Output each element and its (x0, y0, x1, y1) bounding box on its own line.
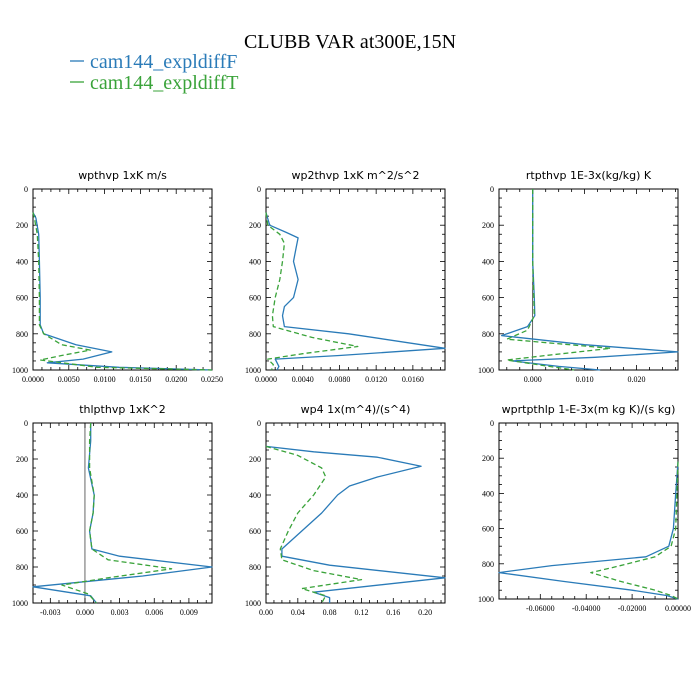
figure-title: CLUBB VAR at300E,15N (244, 31, 456, 53)
chart-panel-4: thlpthvp 1xK^2 0 200 400 600 800 1000 -0.003 0.0… (12, 403, 213, 617)
y-tick-label: 400 (482, 489, 494, 498)
x-tick-label: 0.12 (354, 608, 368, 617)
x-tick-label: 0.0000 (255, 375, 277, 384)
y-tick-label: 0 (490, 419, 494, 428)
x-tick-label: 0.000 (76, 608, 94, 617)
series-line-T (61, 422, 173, 604)
y-tick-label: 800 (249, 563, 261, 572)
x-tick-label: 0.0080 (328, 375, 350, 384)
x-tick-label: 0.0120 (365, 375, 387, 384)
series-line-T (32, 212, 213, 371)
x-tick-label: -0.04000 (572, 604, 601, 613)
x-tick-label: 0.00000 (665, 604, 691, 613)
x-tick-label: 0.08 (323, 608, 337, 617)
y-tick-label: 800 (16, 330, 28, 339)
x-tick-label: 0.20 (418, 608, 432, 617)
y-tick-label: 1000 (478, 595, 494, 604)
plot-frame (265, 188, 446, 371)
x-tick-label: 0.0100 (94, 375, 116, 384)
y-tick-label: 0 (24, 185, 28, 194)
series-line-T (506, 189, 612, 371)
y-tick-label: 1000 (478, 366, 494, 375)
y-tick-label: 200 (249, 455, 261, 464)
y-tick-label: 200 (249, 221, 261, 230)
y-tick-label: 200 (16, 221, 28, 230)
y-tick-label: 1000 (245, 599, 261, 608)
panel-title: wprtpthlp 1-E-3x(m kg K)/(s kg) (502, 403, 676, 416)
y-tick-label: 200 (16, 455, 28, 464)
y-tick-label: 1000 (12, 599, 28, 608)
x-tick-label: 0.00 (259, 608, 273, 617)
y-tick-label: 1000 (245, 366, 261, 375)
x-tick-label: 0.006 (145, 608, 163, 617)
panel-title: wp4 1x(m^4)/(s^4) (301, 403, 411, 416)
x-tick-label: 0.003 (111, 608, 129, 617)
y-tick-label: 600 (482, 294, 494, 303)
plot-frame (498, 422, 679, 600)
x-tick-label: 0.010 (576, 375, 594, 384)
y-tick-label: 600 (249, 527, 261, 536)
y-tick-label: 600 (16, 294, 28, 303)
y-tick-label: 0 (24, 419, 28, 428)
y-tick-label: 600 (482, 525, 494, 534)
chart-panel-2: wp2thvp 1xK m^2/s^2020040060080010000.00… (245, 169, 446, 384)
panel-title: wpthvp 1xK m/s (78, 169, 167, 182)
series-line-F (265, 445, 446, 603)
chart-panel-6: wprtpthlp 1-E-3x(m kg K)/(s kg) 0 200 400 60… (478, 403, 691, 613)
y-tick-label: 600 (249, 294, 261, 303)
x-tick-label: 0.009 (180, 608, 198, 617)
chart-panel-3: rtpthvp 1E-3x(kg/kg) K 0 200 400 600 800 1000 0… (478, 169, 679, 384)
y-tick-label: 800 (482, 560, 494, 569)
panel-title: wp2thvp 1xK m^2/s^2 (291, 169, 419, 182)
y-tick-label: 400 (249, 491, 261, 500)
y-tick-label: 200 (482, 221, 494, 230)
series-line-F (32, 212, 213, 371)
x-tick-label: -0.02000 (618, 604, 647, 613)
y-tick-label: 0 (257, 419, 261, 428)
x-tick-label: 0.020 (627, 375, 645, 384)
y-tick-label: 200 (482, 454, 494, 463)
y-tick-label: 800 (482, 330, 494, 339)
x-tick-label: -0.003 (40, 608, 61, 617)
x-tick-label: 0.0150 (129, 375, 151, 384)
x-tick-label: 0.0000 (22, 375, 44, 384)
series-line-F (265, 212, 446, 371)
legend-label-T: cam144_expldiffT (90, 72, 238, 94)
y-tick-label: 800 (249, 330, 261, 339)
series-line-F (498, 461, 679, 600)
x-tick-label: 0.0200 (165, 375, 187, 384)
x-tick-label: -0.06000 (526, 604, 555, 613)
panel-title: rtpthvp 1E-3x(kg/kg) K (526, 169, 652, 182)
y-tick-label: 400 (482, 257, 494, 266)
y-tick-label: 400 (16, 491, 28, 500)
plot-frame (498, 188, 679, 371)
panel-title: thlpthvp 1xK^2 (79, 403, 166, 416)
series-line-F (32, 423, 213, 604)
y-tick-label: 0 (490, 185, 494, 194)
x-tick-label: 0.0250 (201, 375, 223, 384)
series-line-T (265, 212, 359, 371)
y-tick-label: 400 (16, 257, 28, 266)
series-line-F (500, 189, 679, 371)
series-line-T (265, 445, 363, 604)
x-tick-label: 0.0040 (292, 375, 314, 384)
legend: cam144_expldiffF cam144_expldiffT (70, 51, 238, 94)
legend-label-F: cam144_expldiffF (90, 51, 237, 73)
y-tick-label: 800 (16, 563, 28, 572)
y-tick-label: 600 (16, 527, 28, 536)
x-tick-label: 0.000 (524, 375, 542, 384)
x-tick-label: 0.16 (386, 608, 400, 617)
series-line-T (590, 461, 679, 600)
x-tick-label: 0.0050 (58, 375, 80, 384)
x-tick-label: 0.04 (291, 608, 305, 617)
y-tick-label: 0 (257, 185, 261, 194)
y-tick-label: 400 (249, 257, 261, 266)
plot-frame (32, 188, 213, 371)
y-tick-label: 1000 (12, 366, 28, 375)
x-tick-label: 0.0160 (402, 375, 424, 384)
